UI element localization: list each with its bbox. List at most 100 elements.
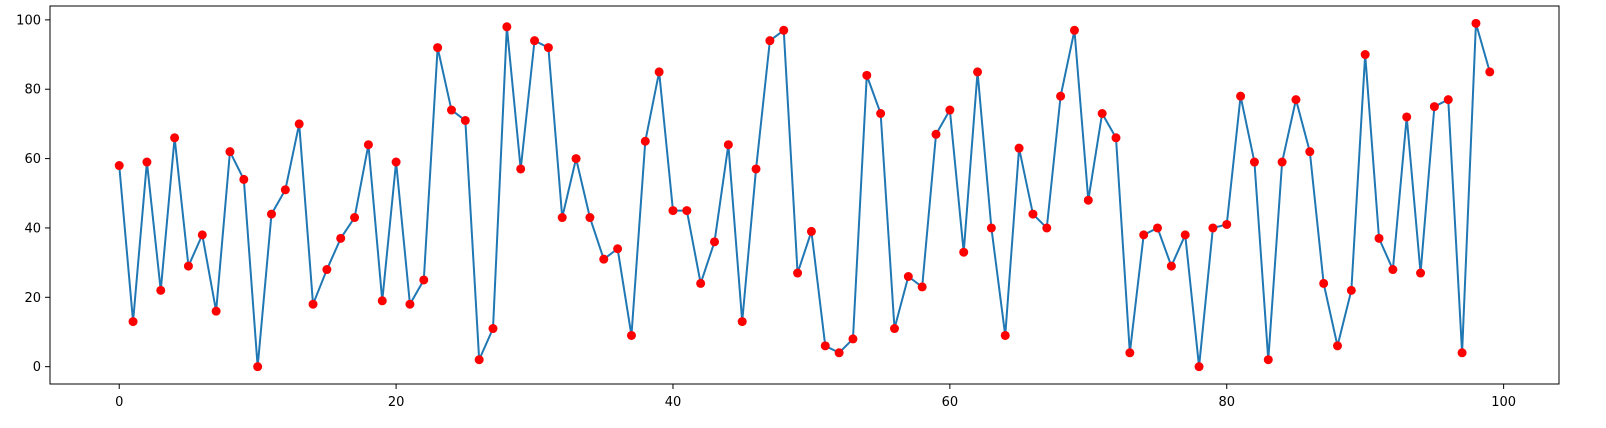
data-point	[530, 36, 540, 46]
data-point	[1374, 233, 1384, 243]
data-point	[1402, 112, 1412, 122]
data-point	[197, 230, 207, 240]
data-point	[1194, 362, 1204, 372]
data-point	[945, 105, 955, 115]
data-point	[973, 67, 983, 77]
data-point	[1305, 147, 1315, 157]
data-point	[682, 206, 692, 216]
data-point	[211, 306, 221, 316]
data-point	[543, 43, 553, 53]
data-point	[1263, 355, 1273, 365]
data-point	[737, 317, 747, 327]
data-point	[1056, 91, 1066, 101]
data-point	[239, 174, 249, 184]
plot-frame	[49, 5, 1560, 385]
data-point	[1388, 265, 1398, 275]
data-point	[460, 115, 470, 125]
data-point	[696, 278, 706, 288]
data-point	[516, 164, 526, 174]
data-point	[1360, 50, 1370, 60]
data-point	[1111, 133, 1121, 143]
data-point	[1166, 261, 1176, 271]
data-point	[488, 324, 498, 334]
data-point	[1416, 268, 1426, 278]
data-point	[1125, 348, 1135, 358]
data-point	[876, 109, 886, 118]
data-point	[1208, 223, 1218, 233]
data-point	[405, 299, 415, 309]
data-point	[986, 223, 996, 233]
data-point	[557, 213, 567, 223]
data-point	[1097, 109, 1107, 118]
data-point	[668, 206, 678, 216]
data-point	[308, 299, 318, 309]
data-point	[1000, 330, 1010, 340]
data-point	[710, 237, 720, 247]
data-point	[585, 213, 595, 223]
data-point	[280, 185, 290, 195]
x-axis: 0 20 40 60 80 100	[115, 384, 1516, 410]
y-tick-label: 60	[24, 152, 41, 167]
data-point	[613, 244, 623, 254]
data-point	[959, 247, 969, 257]
data-point	[1042, 223, 1052, 233]
y-tick-label: 80	[24, 83, 41, 98]
data-point	[1153, 223, 1163, 233]
data-point	[820, 341, 830, 351]
data-point	[267, 209, 276, 219]
data-point	[889, 324, 899, 334]
data-point	[1083, 195, 1093, 205]
data-point	[806, 226, 816, 236]
x-tick-label: 100	[1491, 395, 1516, 410]
data-point	[183, 261, 193, 271]
data-point	[142, 157, 152, 167]
data-point	[903, 272, 913, 281]
data-point	[336, 233, 346, 243]
data-point	[931, 129, 941, 139]
y-axis: 0 20 40 60 80 100	[16, 13, 50, 375]
y-tick-label: 20	[24, 291, 41, 306]
x-tick-label: 40	[665, 395, 682, 410]
data-point	[363, 140, 373, 150]
data-point	[723, 140, 733, 150]
data-point	[1471, 18, 1481, 28]
data-point	[1236, 91, 1246, 101]
data-point	[391, 157, 401, 167]
data-point	[626, 330, 636, 340]
data-point	[765, 36, 775, 46]
series-markers	[114, 18, 1495, 372]
data-point	[1346, 285, 1356, 295]
data-point	[848, 334, 858, 344]
y-tick-label: 0	[33, 360, 41, 375]
data-point	[322, 265, 332, 275]
series-line	[118, 22, 1491, 368]
data-point	[1277, 157, 1287, 167]
data-point	[751, 164, 761, 174]
data-point	[1222, 219, 1232, 229]
data-point	[225, 147, 235, 157]
data-point	[1319, 278, 1329, 288]
data-point	[474, 355, 484, 365]
data-point	[917, 282, 927, 292]
data-point	[502, 22, 512, 32]
data-point	[862, 70, 872, 80]
data-point	[1429, 102, 1439, 112]
data-point	[1291, 95, 1301, 105]
data-point	[170, 133, 180, 143]
data-point	[654, 67, 664, 77]
plot-area	[50, 6, 1559, 384]
data-point	[571, 154, 581, 164]
data-point	[834, 348, 844, 358]
data-point	[128, 317, 138, 327]
data-point	[1180, 230, 1190, 240]
data-point	[419, 275, 429, 285]
x-tick-label: 60	[942, 395, 959, 410]
data-point	[433, 43, 443, 53]
x-tick-label: 80	[1218, 395, 1235, 410]
data-point	[446, 105, 456, 115]
y-tick-label: 100	[16, 13, 41, 28]
data-point	[1249, 157, 1259, 167]
data-point	[1485, 67, 1495, 77]
data-point	[294, 119, 304, 129]
